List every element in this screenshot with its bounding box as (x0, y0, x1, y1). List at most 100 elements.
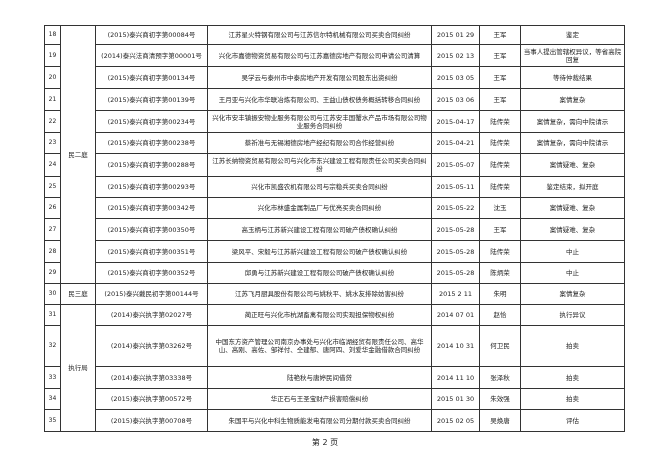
case-status: 拍卖 (520, 366, 625, 389)
case-status: 执行异议 (520, 304, 625, 326)
case-number: (2015)泰兴商初字第00342号 (95, 197, 208, 219)
case-description: 华正石与王圣宝财产损害赔偿纠纷 (207, 388, 432, 410)
filing-date: 2015-05-28 (431, 240, 480, 263)
filing-date: 2015 02 13 (431, 44, 480, 67)
case-description: 江苏飞月厨具股份有限公司与姚秋平、姚水友排除妨害纠纷 (207, 283, 432, 305)
case-status: 中止 (520, 240, 625, 263)
judge: 王军 (479, 218, 521, 241)
case-number: (2015)泰兴商初字第00288号 (95, 153, 208, 177)
table-row: 34 (2015)泰兴执字第00572号 华正石与王圣宝财产损害赔偿纠纷 2015 0… (44, 388, 625, 410)
case-status: 等待仲裁结果 (520, 66, 625, 89)
case-description: 江苏星火特钢有限公司与江苏信尔特机械有限公司买卖合同纠纷 (207, 25, 432, 45)
table-row: 21 (2015)泰兴商初字第00139号 王月亚与兴化市华联冶炼有限公司、王益山债… (44, 88, 625, 111)
table-row: 31 执行局 (2014)泰兴执字第02027号 蔺正旺与兴化市杭湖畜禽有限公司实现担… (44, 304, 625, 432)
filing-date: 2015 03 06 (431, 88, 480, 111)
case-number: (2015)泰兴商初字第00134号 (95, 66, 208, 89)
case-number: (2015)泰兴商初字第00351号 (95, 240, 208, 263)
filing-date: 2015 03 05 (431, 66, 480, 89)
judge: 朱明 (479, 283, 521, 305)
row-number: 25 (44, 176, 61, 198)
table-row: 19 (2014)泰兴法商清预字第00001号 兴化市嘉德物资贸易有限公司与江苏嘉德… (44, 44, 625, 67)
case-description: 陆艳秋与唐婷民间借贷 (207, 366, 432, 389)
filing-date: 2015-05-28 (431, 262, 480, 284)
case-status: 案情疑难、复杂 (520, 218, 625, 241)
table-row: 22 (2015)泰兴商初字第00234号 兴化市安丰镇振安物业服务有限公司与江苏安… (44, 110, 625, 133)
judge: 陆传荣 (479, 132, 521, 154)
judge: 陆传荣 (479, 153, 521, 177)
filing-date: 2015-04-21 (431, 132, 480, 154)
case-status: 评估 (520, 409, 625, 432)
filing-date: 2015 01 29 (431, 25, 480, 45)
row-number: 35 (44, 409, 61, 432)
row-number: 33 (44, 366, 61, 389)
judge: 王军 (479, 25, 521, 45)
judge: 王军 (479, 66, 521, 89)
case-status: 案情复杂，需向中院请示 (520, 132, 625, 154)
case-status: 拍卖 (520, 325, 625, 367)
case-description: 兴化市凯盛农机有限公司与宗稳兵买卖合同纠纷 (207, 176, 432, 198)
case-number: (2014)泰兴法商清预字第00001号 (95, 44, 208, 67)
row-number: 29 (44, 262, 61, 284)
filing-date: 2015-04-17 (431, 110, 480, 133)
case-description: 中国东方资产管理公司南京办事处与兴化市临湖经贸有限责任公司、高华山、高刚、高佐、… (207, 325, 432, 367)
case-description: 江苏长纳物资贸易有限公司与兴化市东兴建设工程有限责任公司买卖合同纠纷 (207, 153, 432, 177)
case-description: 兴化市安丰镇振安物业服务有限公司与江苏安丰国蟹水产品市场有限公司物业服务合同纠纷 (207, 110, 432, 133)
case-status: 当事人提出管辖权异议，等省高院回复 (520, 44, 625, 67)
case-number: (2015)泰兴商初字第00293号 (95, 176, 208, 198)
case-description: 梁风平、宋毅与江苏新兴建设工程有限公司破产债权确认纠纷 (207, 240, 432, 263)
filing-date: 2015-05-28 (431, 218, 480, 241)
judge: 沈玉 (479, 197, 521, 219)
case-number: (2014)泰兴执字第02027号 (95, 304, 208, 326)
table-row: 28 (2015)泰兴商初字第00351号 梁风平、宋毅与江苏新兴建设工程有限公司破… (44, 240, 625, 263)
judge: 朱效强 (479, 388, 521, 410)
filing-date: 2015-05-22 (431, 197, 480, 219)
filing-date: 2014 10 31 (431, 325, 480, 367)
row-number: 27 (44, 218, 61, 241)
table-row: 33 (2014)泰兴执字第03338号 陆艳秋与唐婷民间借贷 2014 11 10 张… (44, 366, 625, 389)
row-number: 18 (44, 25, 61, 45)
judge: 王军 (479, 88, 521, 111)
case-status: 案情复杂，需向中院请示 (520, 110, 625, 133)
case-description: 邱勇与江苏新兴建设工程有限公司破产债权确认纠纷 (207, 262, 432, 284)
table-row: 29 (2015)泰兴商初字第00352号 邱勇与江苏新兴建设工程有限公司破产债权确… (44, 262, 625, 284)
judge: 何卫民 (479, 325, 521, 367)
table-row: 23 (2015)泰兴商初字第00238号 蔡祈准与无锡湘德房地产经纪有限公司合作经… (44, 132, 625, 154)
judge: 陆传荣 (479, 110, 521, 133)
judge: 陆传荣 (479, 176, 521, 198)
case-number: (2014)泰兴执字第03262号 (95, 325, 208, 367)
filing-date: 2015 2 11 (431, 283, 480, 305)
case-description: 王月亚与兴化市华联冶炼有限公司、王益山债权债务概括转移合同纠纷 (207, 88, 432, 111)
filing-date: 2015-05-11 (431, 176, 480, 198)
case-status: 案情疑难、复杂 (520, 153, 625, 177)
filing-date: 2015 01 30 (431, 388, 480, 410)
case-number: (2014)泰兴执字第03338号 (95, 366, 208, 389)
judge: 张泽秋 (479, 366, 521, 389)
filing-date: 2015 02 05 (431, 409, 480, 432)
case-description: 兴化市嘉德物资贸易有限公司与江苏嘉德房地产有限公司申请公司清算 (207, 44, 432, 67)
filing-date: 2014 11 10 (431, 366, 480, 389)
judge: 陈炳荣 (479, 262, 521, 284)
table-row: 32 (2014)泰兴执字第03262号 中国东方资产管理公司南京办事处与兴化市临湖… (44, 325, 625, 367)
judge: 陆传荣 (479, 240, 521, 263)
table-row: 27 (2015)泰兴商初字第00350号 高玉柄与江苏新兴建设工程有限公司破产债权… (44, 218, 625, 241)
filing-date: 2015-05-07 (431, 153, 480, 177)
row-number: 21 (44, 88, 61, 111)
case-description: 高玉柄与江苏新兴建设工程有限公司破产债权确认纠纷 (207, 218, 432, 241)
row-number: 19 (44, 44, 61, 67)
case-number: (2015)泰兴商初字第00234号 (95, 110, 208, 133)
case-description: 吴学云与泰州市中泰房地产开发有限公司股东出资纠纷 (207, 66, 432, 89)
case-status: 鉴定 (520, 25, 625, 45)
case-number: (2015)泰兴商初字第00139号 (95, 88, 208, 111)
table-row: 30 民三庭 (2015)泰兴戴民初字第00144号 江苏飞月厨具股份有限公司与姚秋平… (44, 283, 625, 305)
table-row: 20 (2015)泰兴商初字第00134号 吴学云与泰州市中泰房地产开发有限公司股东… (44, 66, 625, 89)
table-row: 24 (2015)泰兴商初字第00288号 江苏长纳物资贸易有限公司与兴化市东兴建设… (44, 153, 625, 177)
case-status: 案情复杂 (520, 283, 625, 305)
case-table: 18 民二庭 (2015)泰兴商初字第00084号 江苏星火特钢有限公司与江苏信尔特机… (44, 25, 625, 432)
case-description: 蔡祈准与无锡湘德房地产经纪有限公司合作经营纠纷 (207, 132, 432, 154)
row-number: 32 (44, 325, 61, 367)
row-number: 28 (44, 240, 61, 263)
row-number: 34 (44, 388, 61, 410)
judge: 王军 (479, 44, 521, 67)
department-cell: 执行局 (60, 304, 96, 432)
table-row: 25 (2015)泰兴商初字第00293号 兴化市凯盛农机有限公司与宗稳兵买卖合同纠… (44, 176, 625, 198)
